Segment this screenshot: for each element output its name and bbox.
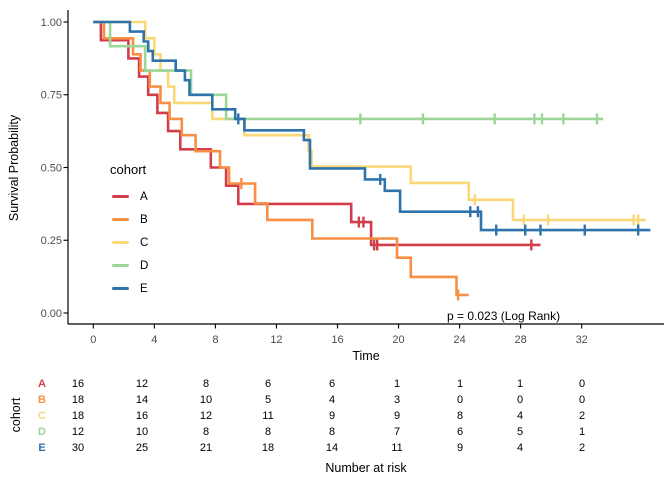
risk-count: 5 (265, 394, 271, 406)
legend-swatch-D (112, 263, 129, 268)
risk-count: 30 (72, 442, 84, 454)
risk-count: 5 (517, 426, 523, 438)
y-tick-label: 0.75 (41, 90, 62, 102)
risk-count: 18 (72, 410, 84, 422)
p-value-annotation: p = 0.023 (Log Rank) (447, 309, 561, 323)
legend-label: B (140, 213, 148, 226)
risk-row-label-A: A (38, 378, 46, 390)
risk-count: 0 (517, 394, 523, 406)
risk-row-label-C: C (38, 410, 46, 422)
risk-count: 1 (579, 426, 585, 438)
legend-swatch-C (112, 240, 129, 245)
risk-count: 14 (326, 442, 338, 454)
legend-item-B: B (110, 208, 148, 231)
risk-count: 4 (517, 410, 523, 422)
risk-count: 18 (262, 442, 274, 454)
y-tick-label: 0.25 (41, 235, 62, 247)
km-curve-B (93, 20, 469, 297)
risk-count: 1 (517, 378, 523, 390)
risk-count: 12 (136, 378, 148, 390)
risk-count: 10 (200, 394, 212, 406)
risk-count: 11 (391, 442, 402, 454)
risk-count: 10 (136, 426, 148, 438)
y-tick-label: 0.50 (41, 162, 62, 174)
risk-count: 8 (329, 426, 335, 438)
y-axis-title: Survival Probability (7, 114, 21, 222)
risk-count: 18 (72, 394, 84, 406)
legend-title: cohort (110, 162, 147, 177)
risk-count: 14 (136, 394, 148, 406)
risk-count: 6 (457, 426, 463, 438)
risk-count: 21 (200, 442, 212, 454)
risk-count: 1 (394, 378, 400, 390)
risk-count: 8 (457, 410, 463, 422)
risk-count: 2 (579, 410, 585, 422)
risk-count: 0 (579, 378, 585, 390)
legend-item-A: A (110, 185, 148, 208)
x-tick-label: 4 (151, 334, 157, 346)
risk-count: 4 (517, 442, 523, 454)
risk-count: 11 (262, 410, 273, 422)
legend-item-E: E (110, 277, 148, 300)
risk-count: 12 (72, 426, 84, 438)
risk-count: 7 (394, 426, 400, 438)
risk-count: 2 (579, 442, 585, 454)
x-tick-label: 8 (212, 334, 218, 346)
risk-count: 16 (136, 410, 148, 422)
risk-count: 16 (72, 378, 84, 390)
risk-count: 1 (457, 378, 463, 390)
legend-label: A (140, 190, 148, 203)
risk-count: 8 (203, 378, 209, 390)
risk-count: 0 (457, 394, 463, 406)
x-tick-label: 20 (392, 334, 404, 346)
risk-count: 25 (136, 442, 148, 454)
x-tick-label: 16 (331, 334, 343, 346)
km-curve-D (93, 20, 604, 121)
risk-count: 6 (265, 378, 271, 390)
legend-label: D (140, 259, 149, 272)
legend-swatch-B (112, 217, 129, 222)
risk-count: 3 (394, 394, 400, 406)
legend-label: C (140, 236, 149, 249)
risk-count: 4 (329, 394, 335, 406)
x-tick-label: 24 (453, 334, 465, 346)
x-tick-label: 12 (270, 334, 282, 346)
risk-count: 9 (329, 410, 335, 422)
legend-item-D: D (110, 254, 148, 277)
risk-count: 12 (200, 410, 212, 422)
y-tick-label: 0.00 (41, 308, 62, 320)
risk-row-label-B: B (38, 394, 46, 406)
risk-table-caption: Number at risk (325, 461, 407, 475)
risk-row-label-E: E (38, 442, 45, 454)
x-tick-label: 32 (576, 334, 588, 346)
legend-label: E (140, 282, 148, 295)
risk-count: 9 (394, 410, 400, 422)
km-curve-E (93, 20, 651, 232)
km-curve-A (93, 20, 541, 247)
risk-count: 6 (329, 378, 335, 390)
y-tick-label: 1.00 (41, 17, 62, 29)
risk-count: 8 (203, 426, 209, 438)
legend-item-C: C (110, 231, 148, 254)
risk-count: 8 (265, 426, 271, 438)
x-axis-title: Time (352, 349, 380, 363)
legend-swatch-A (112, 194, 129, 199)
risk-row-label-D: D (38, 426, 46, 438)
x-tick-label: 28 (515, 334, 527, 346)
risk-table-axis-label: cohort (9, 397, 23, 433)
x-tick-label: 0 (90, 334, 96, 346)
risk-count: 0 (579, 394, 585, 406)
legend-swatch-E (112, 286, 129, 291)
risk-count: 9 (457, 442, 463, 454)
